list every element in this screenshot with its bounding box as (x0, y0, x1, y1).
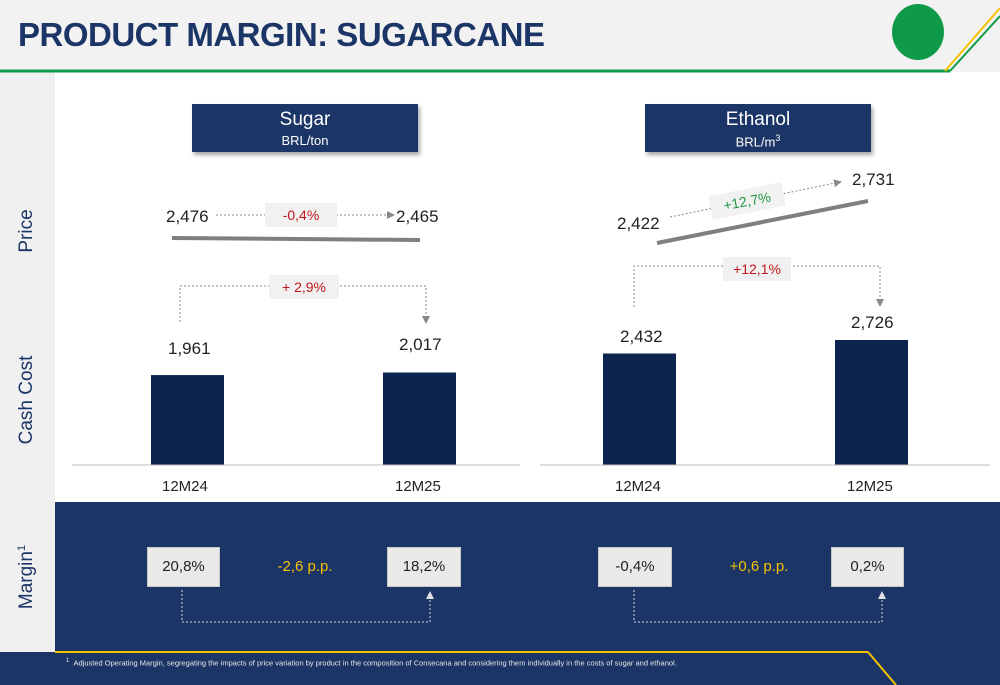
sugar-margin-change: -2,6 p.p. (277, 558, 333, 575)
sugar-unit: BRL/ton (281, 133, 329, 148)
ethanol-cost-change: +12,1% (723, 257, 791, 281)
ethanol-title: Ethanol (725, 109, 791, 130)
sugar-margin-to: 18,2% (387, 547, 461, 587)
ethanol-margin-change: +0,6 p.p. (729, 558, 789, 575)
sugar-cost-connector (179, 285, 430, 324)
sugar-margin-connector (181, 590, 434, 623)
sugar-bar-label-12m25: 2,017 (399, 335, 442, 354)
footnote-marker-bottom: 1 (66, 658, 70, 664)
footnote: 1 Adjusted Operating Margin, segregating… (66, 658, 677, 668)
sugar-tick-12m24: 12M24 (162, 478, 208, 495)
ethanol-unit-sup: 3 (775, 133, 781, 143)
sugar-margin-from: 20,8% (147, 547, 220, 587)
footer-gold-slant (867, 651, 897, 685)
ethanol-price-from: 2,422 (617, 214, 660, 233)
footer-bar (0, 652, 1000, 685)
header-bar: PRODUCT MARGIN: SUGARCANE (0, 0, 1000, 72)
sugar-price-from: 2,476 (166, 207, 209, 226)
ethanol-price-connector (669, 179, 842, 218)
ethanol-bar-12m24 (603, 353, 676, 465)
ethanol-bar-12m25 (835, 340, 908, 465)
sugar-price-trend (171, 236, 421, 242)
ethanol-tick-12m25: 12M25 (847, 478, 893, 495)
header-corner-gold (944, 7, 1000, 72)
sugar-tick-12m25: 12M25 (395, 478, 441, 495)
sugar-title: Sugar (279, 109, 331, 130)
sugar-price-to: 2,465 (396, 207, 439, 226)
ethanol-bar-label-12m25: 2,726 (851, 313, 894, 332)
sugar-bar-12m25 (383, 372, 456, 465)
ethanol-margin-from: -0,4% (598, 547, 672, 587)
ethanol-title-box: Ethanol BRL/m3 (645, 104, 871, 152)
sugar-price-change: -0,4% (265, 203, 337, 227)
logo-icon (892, 4, 944, 60)
ethanol-price-to: 2,731 (852, 170, 895, 189)
ethanol-price-trend (656, 199, 869, 245)
ethanol-bar-label-12m24: 2,432 (620, 327, 663, 346)
header-corner-green (949, 15, 1000, 72)
sugar-bar-chart (151, 372, 456, 465)
left-label-strip (0, 72, 55, 685)
ethanol-unit-base: BRL/m (735, 134, 776, 150)
ethanol-margin-to: 0,2% (831, 547, 904, 587)
ethanol-bar-chart (603, 340, 908, 465)
ethanol-tick-12m24: 12M24 (615, 478, 661, 495)
sugar-bar-label-12m24: 1,961 (168, 339, 211, 358)
ethanol-unit: BRL/m3 (645, 133, 871, 149)
sugar-bar-12m24 (151, 375, 224, 465)
ethanol-margin-connector (633, 590, 886, 623)
page-title: PRODUCT MARGIN: SUGARCANE (18, 16, 545, 53)
sugar-title-box: Sugar BRL/ton (192, 104, 418, 152)
footnote-text: Adjusted Operating Margin, segregating t… (73, 658, 677, 668)
sugar-cost-change: + 2,9% (269, 275, 339, 299)
